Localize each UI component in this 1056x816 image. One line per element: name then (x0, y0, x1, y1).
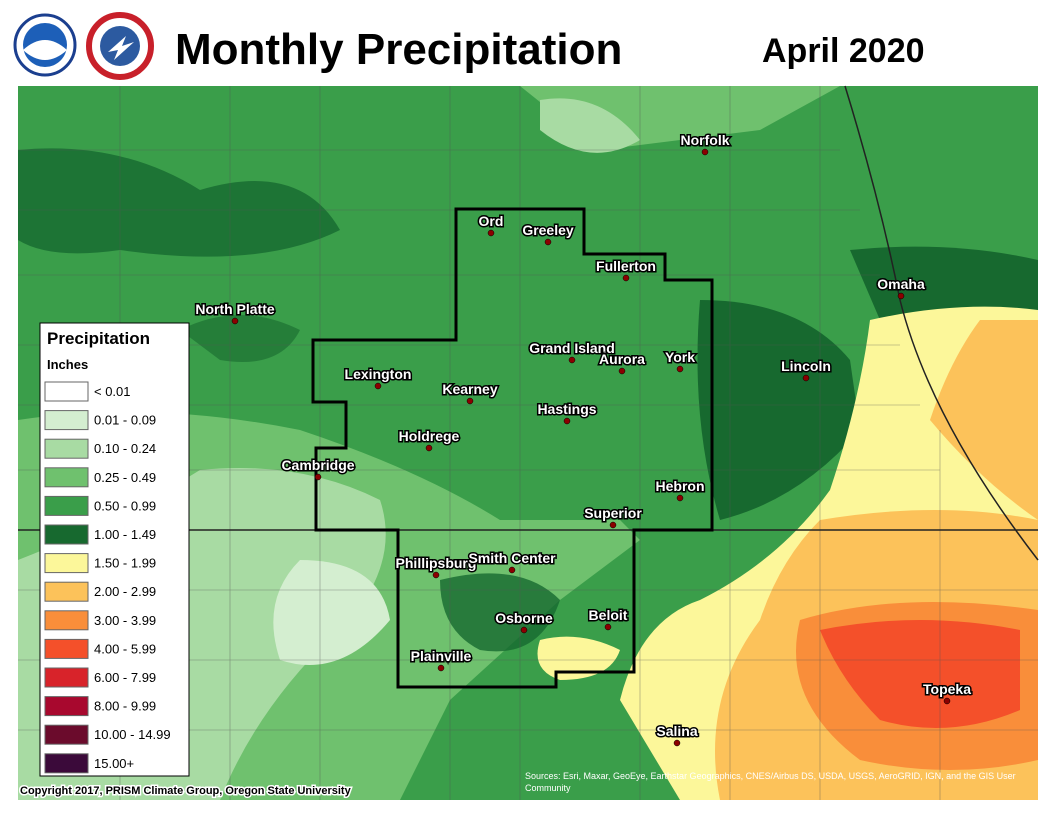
city-label: Osborne (495, 610, 553, 626)
city-label: Fullerton (596, 258, 656, 274)
city-label: Smith Center (468, 550, 556, 566)
city-dot (374, 382, 382, 390)
city-dot (231, 317, 239, 325)
legend-swatch (44, 495, 89, 516)
title: Monthly Precipitation (175, 25, 622, 74)
legend-label: 0.50 - 0.99 (94, 498, 156, 513)
legend-swatch (44, 467, 89, 488)
legend-title: Precipitation (47, 329, 150, 348)
city-label: North Platte (195, 301, 275, 317)
legend-swatch (44, 753, 89, 774)
city-label: Kearney (442, 381, 497, 397)
city-dot (568, 356, 576, 364)
city-label: Salina (656, 723, 697, 739)
city-label: Beloit (589, 607, 628, 623)
city-dot (466, 397, 474, 405)
city-dot (432, 571, 440, 579)
legend-swatch (44, 724, 89, 745)
legend-swatch (44, 638, 89, 659)
city-dot (701, 148, 709, 156)
city-dot (609, 521, 617, 529)
city-label: Ord (479, 213, 504, 229)
city-dot (563, 417, 571, 425)
city-label: Norfolk (681, 132, 730, 148)
city-dot (802, 374, 810, 382)
city-dot (437, 664, 445, 672)
city-dot (618, 367, 626, 375)
legend-swatch (44, 524, 89, 545)
city-label: Superior (584, 505, 642, 521)
legend-label: 0.10 - 0.24 (94, 441, 156, 456)
legend-swatch (44, 410, 89, 431)
city-dot (604, 623, 612, 631)
legend-label: 0.25 - 0.49 (94, 470, 156, 485)
city-dot (544, 238, 552, 246)
legend-swatch (44, 696, 89, 717)
legend-swatch (44, 438, 89, 459)
legend-label: 2.00 - 2.99 (94, 584, 156, 599)
city-dot (676, 494, 684, 502)
city-label: Hastings (537, 401, 596, 417)
legend-swatch (44, 667, 89, 688)
city-dot (673, 739, 681, 747)
city-label: Phillipsburg (396, 555, 477, 571)
legend-label: 10.00 - 14.99 (94, 727, 171, 742)
legend-swatch (44, 553, 89, 574)
city-dot (425, 444, 433, 452)
legend-swatch (44, 581, 89, 602)
legend-label: 0.01 - 0.09 (94, 413, 156, 428)
legend-label: 4.00 - 5.99 (94, 641, 156, 656)
city-label: Hebron (656, 478, 705, 494)
legend-label: 1.00 - 1.49 (94, 527, 156, 542)
nws-logo (86, 12, 154, 80)
city-label: York (665, 349, 695, 365)
city-dot (897, 292, 905, 300)
city-label: Holdrege (399, 428, 460, 444)
source-credit: Sources: Esri, Maxar, GeoEye, Earthstar … (525, 771, 1016, 793)
city-label: Topeka (923, 681, 971, 697)
city-label: Aurora (599, 351, 645, 367)
city-dot (508, 566, 516, 574)
city-label: Cambridge (281, 457, 354, 473)
city-label: Greeley (522, 222, 574, 238)
city-dot (943, 697, 951, 705)
legend-label: 1.50 - 1.99 (94, 556, 156, 571)
city-dot (487, 229, 495, 237)
city-label: Lincoln (781, 358, 831, 374)
legend-label: 3.00 - 3.99 (94, 613, 156, 628)
legend-swatch (44, 381, 89, 402)
legend-label: 15.00+ (94, 756, 134, 771)
noaa-logo (13, 13, 77, 77)
city-label: Omaha (877, 276, 925, 292)
legend-swatch (44, 610, 89, 631)
city-dot (676, 365, 684, 373)
legend-units: Inches (47, 357, 88, 372)
city-dot (622, 274, 630, 282)
date: April 2020 (762, 32, 925, 70)
city-dot (520, 626, 528, 634)
city-label: Grand Island (529, 340, 615, 356)
copyright: Copyright 2017, PRISM Climate Group, Ore… (20, 785, 352, 797)
legend-label: < 0.01 (94, 384, 131, 399)
source-text: Sources: Esri, Maxar, GeoEye, Earthstar … (525, 771, 1016, 793)
legend-label: 8.00 - 9.99 (94, 699, 156, 714)
city-label: Plainville (411, 648, 472, 664)
city-label: Lexington (345, 366, 412, 382)
legend-label: 6.00 - 7.99 (94, 670, 156, 685)
city-dot (314, 473, 322, 481)
